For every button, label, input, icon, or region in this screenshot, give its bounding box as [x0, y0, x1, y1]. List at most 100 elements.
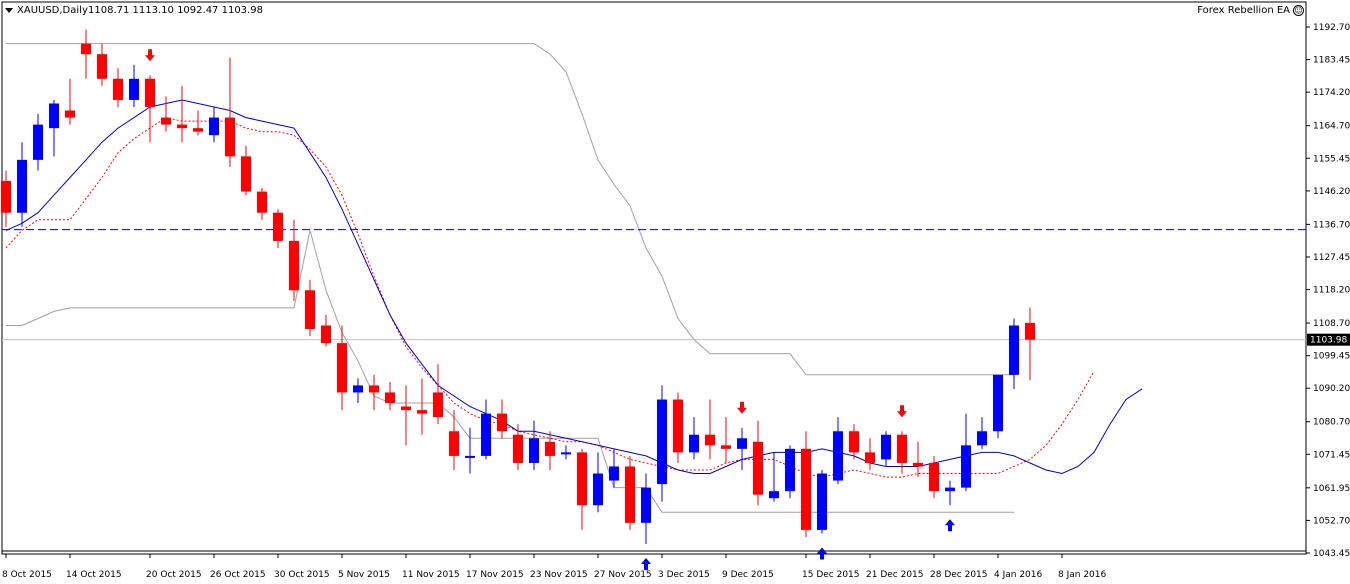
- candle: [705, 399, 715, 460]
- y-tick-label: 1061.95: [1313, 484, 1350, 494]
- candle: [289, 219, 299, 301]
- current-price-box: [1307, 333, 1350, 346]
- y-tick-label: 1164.70: [1313, 122, 1350, 132]
- y-tick-label: 1099.45: [1313, 352, 1350, 362]
- candle: [161, 96, 171, 132]
- trade-signals: [145, 49, 955, 571]
- dropdown-icon[interactable]: [5, 8, 13, 13]
- y-tick-label: 1108.70: [1313, 319, 1350, 329]
- candle: [881, 431, 891, 467]
- candle-body: [801, 448, 811, 530]
- candle: [273, 209, 283, 248]
- candle-body: [129, 78, 139, 100]
- candle-body: [913, 462, 923, 467]
- candle-body: [945, 487, 955, 492]
- blue-up-arrow-icon: [641, 558, 651, 571]
- candle: [33, 114, 43, 171]
- candle-body: [625, 466, 635, 523]
- x-tick-label: 8 Jan 2016: [1058, 570, 1106, 580]
- sma-line: [5, 99, 1143, 475]
- candle: [465, 427, 475, 474]
- candle: [401, 385, 411, 446]
- x-tick-label: 23 Nov 2015: [530, 570, 588, 580]
- candle: [785, 445, 795, 499]
- candle-body: [433, 392, 443, 418]
- candle-body: [209, 117, 219, 136]
- candle-body: [465, 455, 475, 458]
- candle: [737, 427, 747, 471]
- chart-frame: [1, 1, 1307, 555]
- x-tick-label: 20 Oct 2015: [146, 570, 202, 580]
- candle-body: [273, 212, 283, 241]
- candle: [65, 78, 75, 125]
- x-tick-label: 14 Oct 2015: [66, 570, 122, 580]
- candle-body: [257, 191, 267, 213]
- y-tick-label: 1174.20: [1313, 88, 1350, 98]
- candle-body: [513, 434, 523, 463]
- price-channel: [6, 43, 1014, 513]
- candle-body: [897, 434, 907, 463]
- y-tick-label: 1080.70: [1313, 418, 1350, 428]
- ema-line: [5, 117, 1095, 478]
- candle-body: [785, 448, 795, 492]
- y-tick-label: 1146.20: [1313, 187, 1350, 197]
- candle-body: [929, 462, 939, 492]
- candle-body: [369, 385, 379, 393]
- candle-body: [241, 156, 251, 192]
- candle: [865, 438, 875, 471]
- candle: [113, 68, 123, 108]
- candle: [81, 29, 91, 79]
- candle: [369, 374, 379, 411]
- channel-upper-line: [6, 43, 1014, 376]
- candle: [929, 455, 939, 499]
- candle-body: [97, 54, 107, 79]
- candle-body: [1, 181, 11, 213]
- candle-body: [673, 399, 683, 453]
- candle-body: [337, 343, 347, 393]
- y-tick-label: 1043.45: [1313, 549, 1350, 559]
- candle-body: [385, 392, 395, 404]
- candle-body: [193, 128, 203, 132]
- red-down-arrow-icon: [145, 49, 155, 62]
- x-tick-label: 15 Dec 2015: [802, 570, 860, 580]
- candle-body: [353, 385, 363, 393]
- candle: [609, 448, 619, 488]
- candle: [801, 431, 811, 537]
- x-tick-label: 9 Dec 2015: [722, 570, 774, 580]
- candle: [897, 431, 907, 474]
- candle-body: [577, 452, 587, 506]
- plot-border: [1, 1, 1307, 555]
- candle-body: [17, 159, 27, 213]
- candle: [145, 75, 155, 143]
- candle-body: [289, 240, 299, 291]
- x-tick-label: 28 Dec 2015: [930, 570, 988, 580]
- candle: [1009, 318, 1019, 389]
- candle: [913, 441, 923, 478]
- candle-body: [33, 124, 43, 160]
- channel-lower-line: [6, 230, 1014, 513]
- candle-body: [849, 431, 859, 453]
- red-down-arrow-icon: [897, 405, 907, 418]
- candle-body: [417, 410, 427, 414]
- candle: [545, 431, 555, 471]
- candles: [1, 29, 1035, 545]
- candle-body: [497, 413, 507, 432]
- candle: [1, 170, 11, 227]
- chart-symbol-title: XAUUSD,Daily: [17, 5, 88, 16]
- candle: [417, 378, 427, 435]
- candle: [849, 424, 859, 460]
- candle: [481, 399, 491, 460]
- x-tick-label: 8 Oct 2015: [2, 570, 52, 580]
- y-tick-label: 1118.20: [1313, 286, 1350, 296]
- candle: [513, 424, 523, 471]
- candle: [321, 314, 331, 347]
- candle: [17, 142, 27, 227]
- candle-body: [833, 431, 843, 481]
- candle-body: [81, 43, 91, 55]
- x-tick-label: 17 Nov 2015: [466, 570, 524, 580]
- smiley-face-icon[interactable]: ☺: [1293, 5, 1304, 16]
- candle-body: [401, 406, 411, 411]
- candle: [257, 188, 267, 220]
